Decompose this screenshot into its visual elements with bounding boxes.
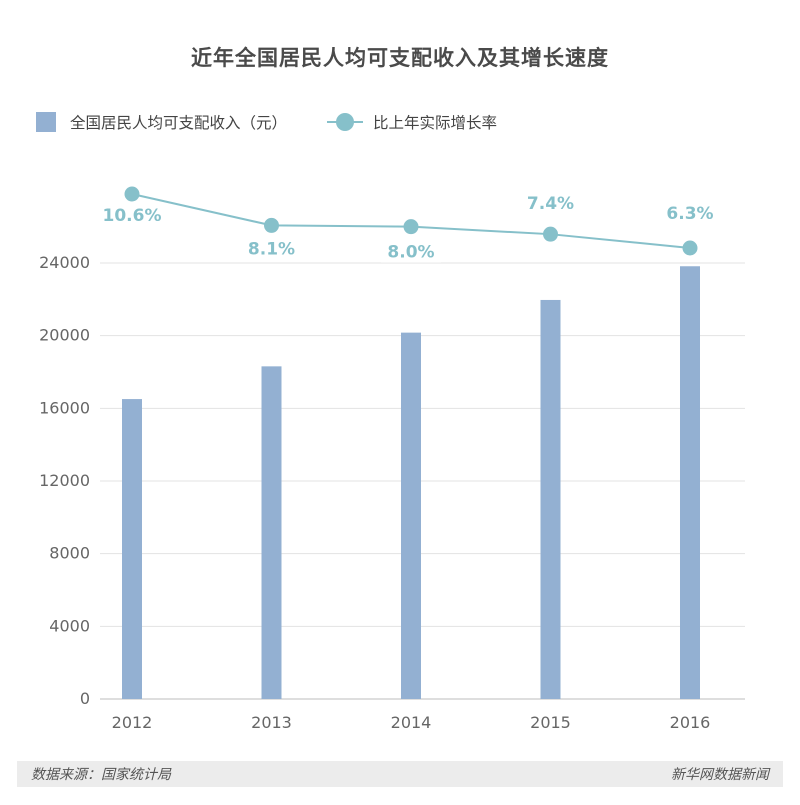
x-tick-label: 2015 <box>530 713 571 732</box>
bar <box>540 299 561 699</box>
chart-title: 近年全国居民人均可支配收入及其增长速度 <box>191 46 609 70</box>
y-tick-label: 12000 <box>39 471 90 490</box>
growth-rate-point <box>543 226 558 242</box>
x-tick-label: 2012 <box>112 713 153 732</box>
data-label-bg <box>520 193 581 215</box>
y-tick-label: 16000 <box>39 398 90 417</box>
growth-rate-point <box>682 240 698 256</box>
data-label-bg <box>381 241 441 263</box>
bar <box>401 332 421 699</box>
bar <box>122 399 142 699</box>
growth-rate-point <box>264 217 279 233</box>
y-tick-label: 4000 <box>49 616 90 635</box>
growth-rate-label: 6.3% <box>666 204 713 224</box>
x-tick-label: 2013 <box>251 713 292 732</box>
data-label-bg <box>241 238 302 260</box>
legend-line-label: 比上年实际增长率 <box>373 114 498 132</box>
bar <box>680 266 700 699</box>
legend-line-swatch <box>327 112 364 132</box>
data-source: 数据来源：国家统计局 <box>31 767 171 783</box>
x-tick-label: 2016 <box>670 713 711 732</box>
growth-rate-label: 10.6% <box>103 206 162 226</box>
growth-rate-point <box>403 219 419 235</box>
growth-rate-label: 8.0% <box>387 243 434 263</box>
chart-legend: 全国居民人均可支配收入（元） 比上年实际增长率 <box>36 108 497 136</box>
growth-rate-label: 8.1% <box>248 239 295 259</box>
data-label-bg <box>660 203 720 224</box>
bar <box>261 366 282 699</box>
y-tick-label: 24000 <box>39 253 90 272</box>
growth-rate-point <box>124 186 140 202</box>
legend-bar-label: 全国居民人均可支配收入（元） <box>70 114 288 132</box>
y-tick-label: 20000 <box>39 326 90 345</box>
legend-bar-swatch <box>36 112 56 132</box>
data-label-bg <box>102 205 162 226</box>
chart-plot: 0 4000 8000 12000 16000 20000 24000 2012 2013 201… <box>39 186 745 732</box>
footer: 数据来源：国家统计局 新华网数据新闻 <box>17 761 783 787</box>
y-tick-label: 8000 <box>49 544 90 563</box>
publisher-credit: 新华网数据新闻 <box>671 767 769 783</box>
growth-rate-label: 7.4% <box>527 194 574 214</box>
x-tick-label: 2014 <box>391 713 432 732</box>
y-tick-label: 0 <box>80 689 90 708</box>
